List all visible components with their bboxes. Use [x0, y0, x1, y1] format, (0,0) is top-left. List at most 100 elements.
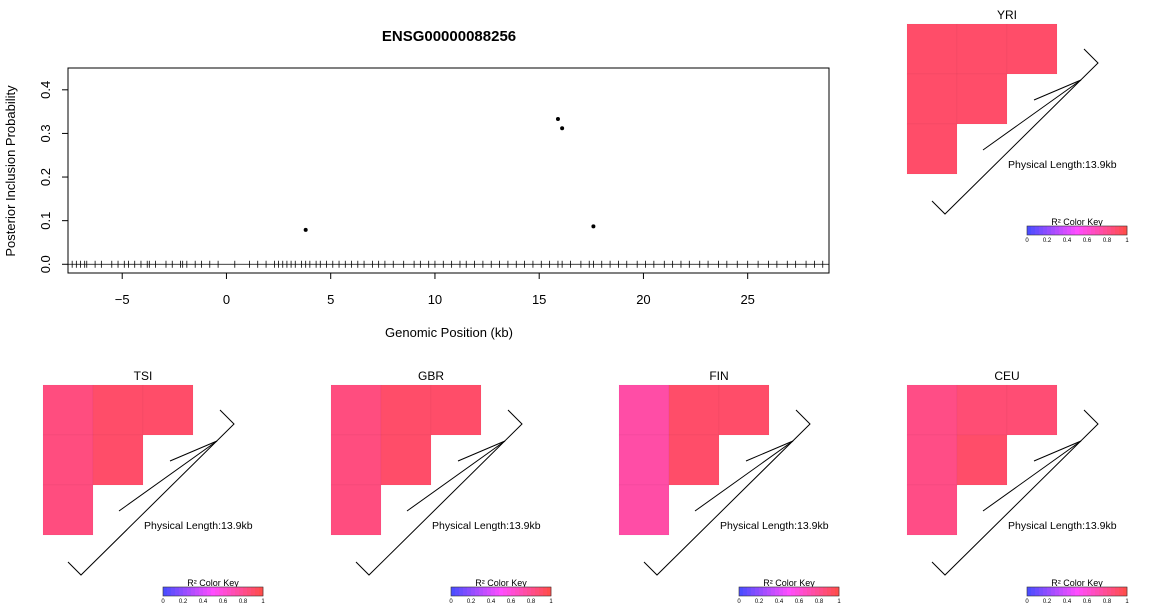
color-key-tick: 0.4: [775, 599, 784, 605]
physical-length-label: Physical Length:13.9kb: [1008, 159, 1117, 171]
data-points: [303, 117, 596, 232]
color-key-swatch: [771, 587, 776, 596]
color-key-swatch: [247, 587, 252, 596]
color-key-swatch: [243, 587, 248, 596]
ld-title: YRI: [997, 8, 1017, 22]
color-key-swatch: [227, 587, 232, 596]
ld-cell: [906, 484, 958, 536]
color-key-swatch: [171, 587, 176, 596]
ld-panel-gbr: GBR Physical Length:13.9kb R² Color Key 0 0.…: [330, 369, 553, 605]
color-key-swatch: [1067, 226, 1072, 235]
x-axis-label: Genomic Position (kb): [385, 325, 513, 340]
color-key-swatch: [827, 587, 832, 596]
snp-map-line: [169, 440, 218, 462]
color-key-label: R² Color Key: [187, 578, 239, 588]
ld-cell: [956, 384, 1008, 436]
color-key-frame: [1026, 225, 1128, 236]
color-key-swatch: [1099, 587, 1104, 596]
color-key-swatch: [787, 587, 792, 596]
ld-panel-fin: FIN Physical Length:13.9kb R² Color Key 0 0.…: [618, 369, 841, 605]
color-key-swatch: [1107, 226, 1112, 235]
color-key-swatch: [191, 587, 196, 596]
color-key-swatch: [499, 587, 504, 596]
ld-title: FIN: [709, 369, 728, 383]
color-key-swatch: [475, 587, 480, 596]
color-key-swatch: [1083, 587, 1088, 596]
color-key-swatch: [1103, 587, 1108, 596]
ld-cell: [906, 73, 958, 125]
color-key-swatch: [203, 587, 208, 596]
color-key-swatch: [767, 587, 772, 596]
ld-bracket: [643, 409, 811, 576]
ld-cell: [956, 434, 1008, 486]
color-key-swatch: [207, 587, 212, 596]
ld-title: GBR: [418, 369, 444, 383]
x-tick-label: 5: [327, 292, 334, 307]
color-key-swatch: [763, 587, 768, 596]
x-axis: −5 0 5 10 15 20 25: [115, 273, 755, 307]
color-key-tick: 0.8: [527, 599, 536, 605]
color-key-swatch: [255, 587, 260, 596]
color-key-swatch: [1123, 226, 1128, 235]
color-key-swatch: [1027, 226, 1032, 235]
color-key-tick: 0.2: [755, 599, 764, 605]
ld-cell: [380, 384, 432, 436]
color-key-label: R² Color Key: [1051, 578, 1103, 588]
color-key-swatch: [1087, 226, 1092, 235]
color-key-swatch: [211, 587, 216, 596]
y-tick-label: 0.3: [38, 124, 53, 142]
rug-marks: [68, 260, 829, 268]
data-point: [591, 224, 596, 229]
color-key-swatch: [195, 587, 200, 596]
color-key-swatch: [199, 587, 204, 596]
ld-cell: [330, 384, 382, 436]
color-key-swatch: [1099, 226, 1104, 235]
ld-bracket: [931, 409, 1099, 576]
color-key-swatch: [835, 587, 840, 596]
color-key-swatch: [779, 587, 784, 596]
ld-title: TSI: [134, 369, 153, 383]
ld-cell: [92, 384, 144, 436]
color-key-swatch: [799, 587, 804, 596]
color-key-swatch: [167, 587, 172, 596]
color-key-swatch: [523, 587, 528, 596]
color-key-swatch: [451, 587, 456, 596]
color-key-swatch: [259, 587, 264, 596]
color-key-tick: 0.2: [467, 599, 476, 605]
color-key-swatch: [1047, 226, 1052, 235]
ld-cell: [668, 434, 720, 486]
color-key-tick: 0.8: [1103, 599, 1112, 605]
color-key-tick: 0.4: [487, 599, 496, 605]
color-key-swatch: [487, 587, 492, 596]
color-key-label: R² Color Key: [1051, 217, 1103, 227]
color-key-swatch: [1107, 587, 1112, 596]
color-key-swatch: [1071, 587, 1076, 596]
color-key-swatch: [1051, 587, 1056, 596]
color-key-swatch: [223, 587, 228, 596]
color-key-swatch: [1095, 226, 1100, 235]
color-key-swatch: [795, 587, 800, 596]
color-key-swatch: [743, 587, 748, 596]
color-key-swatch: [1115, 587, 1120, 596]
color-key-swatch: [1079, 587, 1084, 596]
color-key-frame: [738, 586, 840, 597]
physical-length-label: Physical Length:13.9kb: [720, 520, 829, 532]
color-key-label: R² Color Key: [763, 578, 815, 588]
color-key-swatch: [815, 587, 820, 596]
color-key-swatch: [459, 587, 464, 596]
color-key-tick: 0.6: [1083, 599, 1092, 605]
color-key-swatch: [823, 587, 828, 596]
color-key-swatch: [1031, 226, 1036, 235]
color-key-swatch: [807, 587, 812, 596]
color-key-swatch: [467, 587, 472, 596]
color-key-swatch: [239, 587, 244, 596]
ld-panel-tsi: TSI Physical Length:13.9kb R² Color Key 0 0.…: [42, 369, 265, 605]
color-key-tick: 1: [549, 599, 553, 605]
color-key-swatch: [1031, 587, 1036, 596]
snp-map-line: [457, 440, 506, 462]
color-key-frame: [162, 586, 264, 597]
color-key-swatch: [1091, 226, 1096, 235]
snp-map-line: [745, 440, 794, 462]
color-key-swatch: [1087, 587, 1092, 596]
color-key-swatch: [759, 587, 764, 596]
